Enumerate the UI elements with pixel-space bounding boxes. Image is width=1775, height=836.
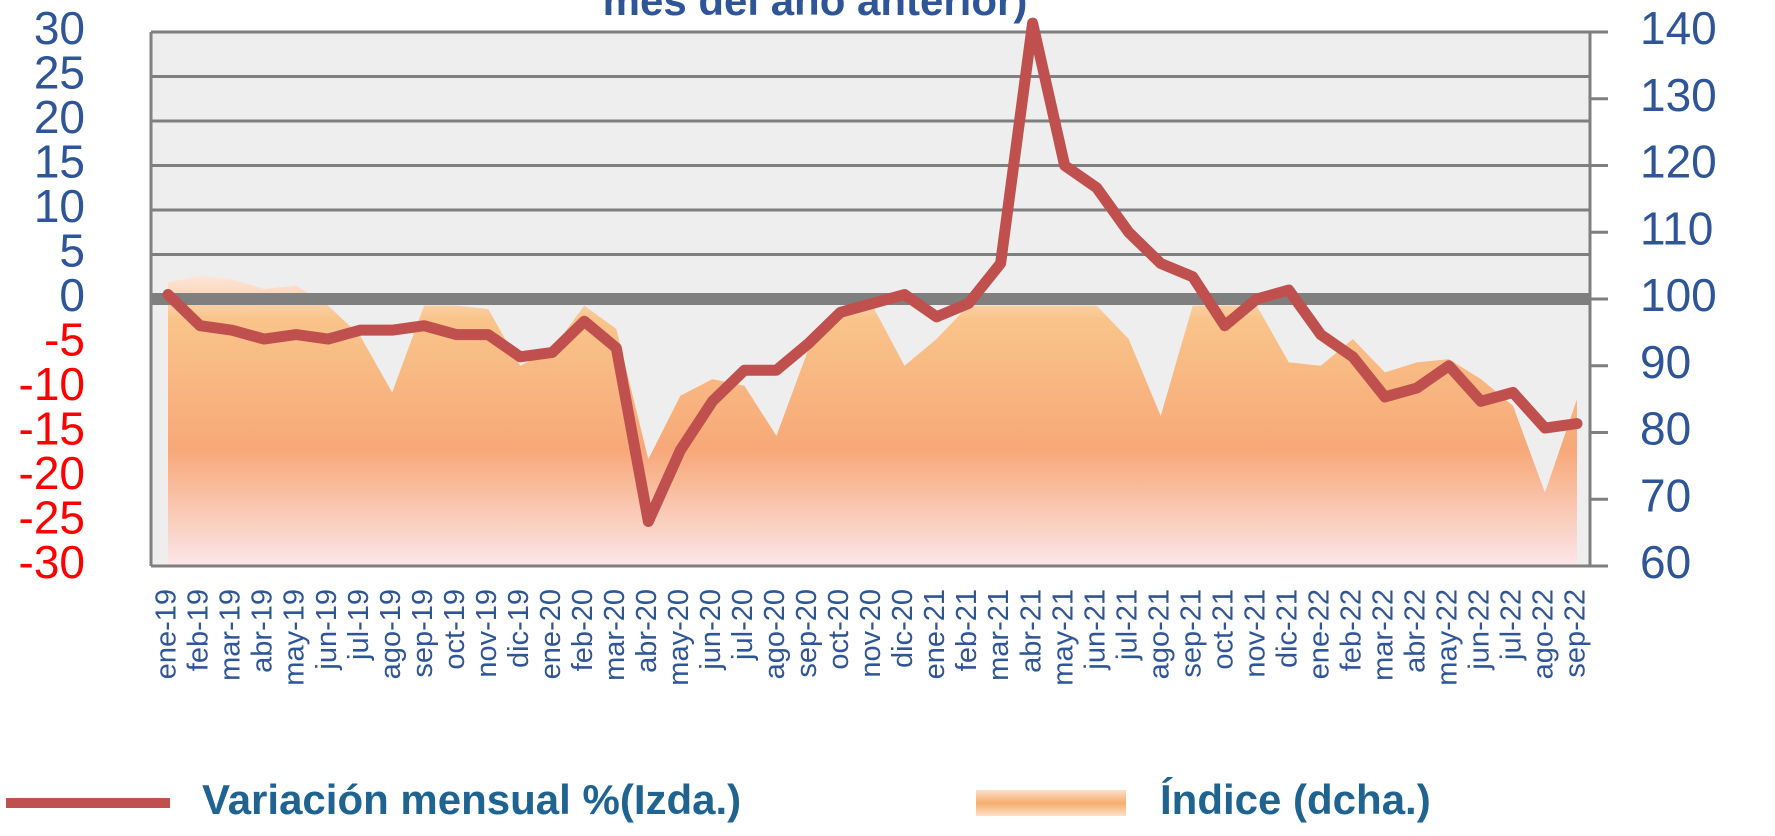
x-tick-label: ene-22 [1303, 589, 1335, 679]
x-tick-label: may-19 [279, 589, 311, 686]
x-tick-label: dic-21 [1271, 589, 1303, 668]
x-tick-label: ene-21 [919, 589, 951, 679]
y-tick-label: -15 [19, 403, 85, 455]
x-tick-label: sep-21 [1175, 589, 1207, 678]
x-tick-label: jun-19 [311, 589, 343, 671]
y-tick-label: 5 [59, 225, 85, 277]
x-tick-label: may-20 [663, 589, 695, 686]
x-tick-label: ene-19 [151, 589, 183, 679]
y-tick-label: -30 [19, 536, 85, 588]
y-tick-label: -10 [19, 358, 85, 410]
x-tick-label: oct-20 [823, 589, 855, 670]
y-tick-label: -20 [19, 447, 85, 499]
x-tick-label: dic-20 [887, 589, 919, 668]
x-tick-label: may-21 [1047, 589, 1079, 686]
y2-tick-label: 100 [1640, 269, 1717, 321]
x-tick-label: sep-20 [791, 589, 823, 678]
legend-swatch [976, 790, 1126, 816]
x-tick-label: jul-21 [1111, 589, 1143, 661]
x-tick-label: abr-22 [1400, 589, 1432, 673]
x-tick-label: jul-20 [727, 589, 759, 661]
y2-tick-label: 60 [1640, 536, 1691, 588]
x-tick-label: mar-22 [1368, 589, 1400, 681]
y-tick-label: 0 [59, 269, 85, 321]
y-tick-label: 25 [34, 47, 85, 99]
x-tick-label: mar-21 [983, 589, 1015, 681]
y-tick-label: 30 [34, 2, 85, 54]
x-tick-label: sep-19 [407, 589, 439, 678]
legend-label: Variación mensual %(Izda.) [202, 776, 741, 823]
x-tick-label: feb-21 [951, 589, 983, 671]
y-tick-label: -25 [19, 492, 85, 544]
x-tick-label: nov-20 [855, 589, 887, 678]
x-tick-label: oct-19 [439, 589, 471, 670]
x-tick-label: may-22 [1432, 589, 1464, 686]
x-tick-label: feb-19 [183, 589, 215, 671]
x-tick-label: ago-22 [1528, 589, 1560, 679]
y2-tick-label: 70 [1640, 469, 1691, 521]
x-tick-label: feb-22 [1335, 589, 1367, 671]
x-tick-label: mar-20 [599, 589, 631, 681]
x-tick-label: jun-20 [695, 589, 727, 671]
y-tick-label: 10 [34, 180, 85, 232]
y-tick-label: 20 [34, 91, 85, 143]
line-series [162, 17, 1583, 527]
x-tick-label: nov-19 [471, 589, 503, 678]
y-tick-label: -5 [44, 314, 85, 366]
legend-label: Índice (dcha.) [1160, 776, 1431, 823]
y2-tick-label: 90 [1640, 336, 1691, 388]
y2-tick-label: 140 [1640, 2, 1717, 54]
x-tick-label: jun-21 [1079, 589, 1111, 671]
x-tick-label: jun-22 [1464, 589, 1496, 671]
x-tick-label: ago-21 [1143, 589, 1175, 679]
x-tick-label: ago-19 [375, 589, 407, 679]
y2-tick-label: 80 [1640, 403, 1691, 455]
x-tick-label: sep-22 [1560, 589, 1592, 678]
x-tick-label: abr-20 [631, 589, 663, 673]
chart-title: mes del año anterior) [603, 0, 1028, 24]
x-tick-label: jul-22 [1496, 589, 1528, 661]
y2-tick-label: 130 [1640, 69, 1717, 121]
x-tick-label: abr-21 [1015, 589, 1047, 673]
x-tick-label: abr-19 [247, 589, 279, 673]
x-tick-label: jul-19 [343, 589, 375, 661]
x-tick-label: feb-20 [567, 589, 599, 671]
y2-tick-label: 110 [1640, 202, 1713, 254]
x-tick-label: nov-21 [1239, 589, 1271, 678]
x-tick-label: dic-19 [503, 589, 535, 668]
x-tick-label: mar-19 [215, 589, 247, 681]
x-tick-label: ago-20 [759, 589, 791, 679]
y-tick-label: 15 [34, 136, 85, 188]
area-series [168, 275, 1577, 566]
x-tick-label: ene-20 [535, 589, 567, 679]
y2-tick-label: 120 [1640, 136, 1717, 188]
x-tick-label: oct-21 [1207, 589, 1239, 670]
